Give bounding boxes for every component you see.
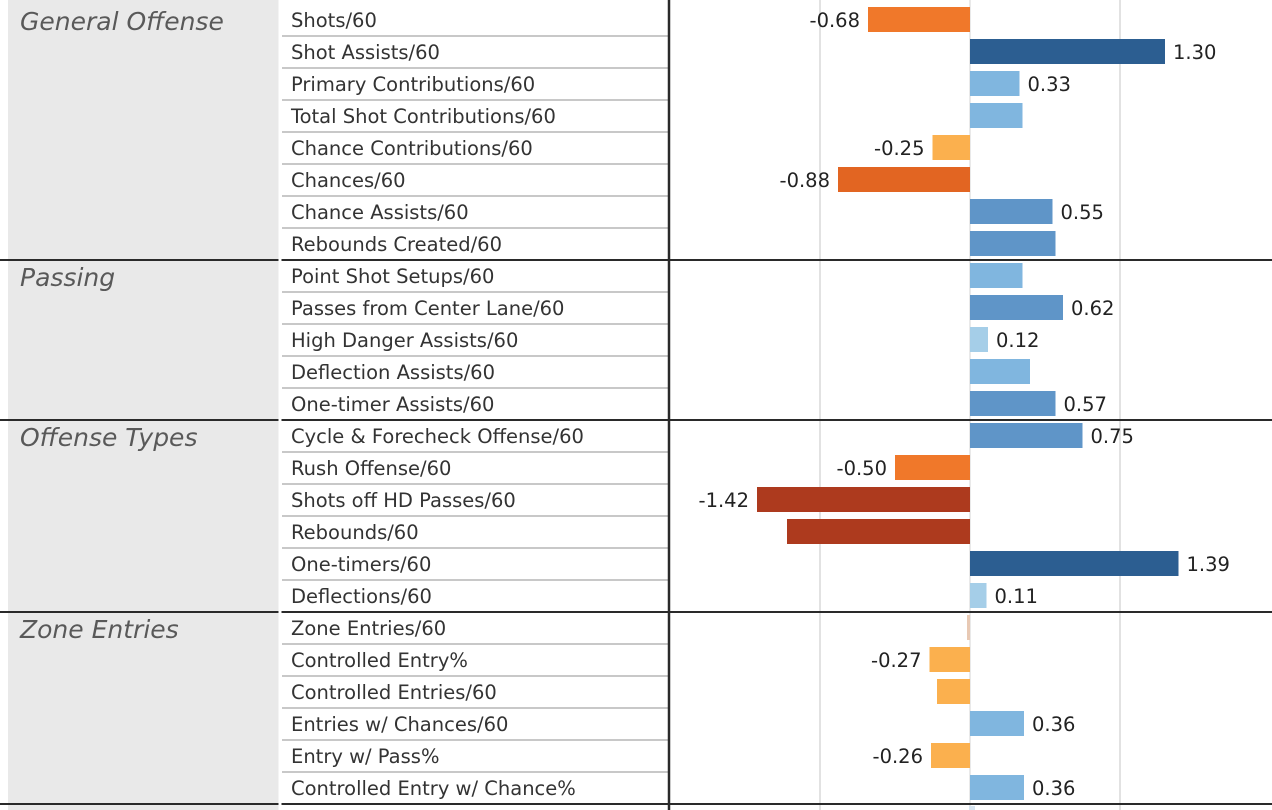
- data-label: -0.27: [871, 649, 921, 672]
- data-label: 0.12: [996, 329, 1039, 352]
- bar: [970, 775, 1024, 800]
- bar: [970, 551, 1179, 576]
- category-label: General Offense: [20, 7, 224, 36]
- metric-label: Rebounds Created/60: [291, 233, 502, 256]
- bar: [970, 231, 1056, 256]
- bar: [967, 615, 970, 640]
- bar: [787, 519, 970, 544]
- data-label: -1.42: [699, 489, 749, 512]
- metric-label: Point Shot Setups/60: [291, 265, 494, 288]
- metric-label: Rebounds/60: [291, 521, 419, 544]
- bar: [929, 647, 970, 672]
- data-label: 0.33: [1028, 73, 1071, 96]
- data-label: 1.30: [1173, 41, 1216, 64]
- data-label: -0.68: [810, 9, 860, 32]
- data-label: 0.75: [1091, 425, 1134, 448]
- data-label: -0.50: [837, 457, 887, 480]
- data-label: 0.57: [1064, 393, 1107, 416]
- bar: [838, 167, 970, 192]
- bar: [868, 7, 970, 32]
- metric-label: Controlled Entries/60: [291, 681, 497, 704]
- bar: [970, 39, 1165, 64]
- metric-label: Shot Assists/60: [291, 41, 440, 64]
- metric-label: Chances/60: [291, 169, 406, 192]
- data-label: 1.39: [1187, 553, 1230, 576]
- data-label: 0.62: [1071, 297, 1114, 320]
- bar: [970, 711, 1024, 736]
- metric-label: Controlled Entry%: [291, 649, 468, 672]
- metric-label: Zone Entries/60: [291, 617, 446, 640]
- metric-label: Primary Contributions/60: [291, 73, 535, 96]
- bar: [970, 103, 1023, 128]
- bar: [970, 71, 1020, 96]
- data-label: 0.36: [1032, 777, 1075, 800]
- data-label: -0.88: [780, 169, 830, 192]
- bar: [970, 583, 987, 608]
- metric-label: One-timers/60: [291, 553, 431, 576]
- metric-label: Total Shot Contributions/60: [290, 105, 556, 128]
- metric-label: Shots/60: [291, 9, 377, 32]
- metric-label: Shots off HD Passes/60: [291, 489, 516, 512]
- partial-bar: [969, 806, 975, 810]
- bar: [970, 199, 1053, 224]
- data-label: 0.36: [1032, 713, 1075, 736]
- metric-label: Chance Assists/60: [291, 201, 469, 224]
- metric-label: Passes from Center Lane/60: [291, 297, 564, 320]
- data-label: -0.26: [873, 745, 923, 768]
- category-label: Passing: [20, 263, 115, 292]
- category-label: Zone Entries: [19, 615, 179, 644]
- bar: [757, 487, 970, 512]
- bar: [970, 359, 1030, 384]
- metric-label: Entry w/ Pass%: [291, 745, 439, 768]
- metric-label: High Danger Assists/60: [291, 329, 518, 352]
- bar: [932, 135, 970, 160]
- data-label: -0.25: [874, 137, 924, 160]
- bar: [970, 295, 1063, 320]
- metric-label: Controlled Entry w/ Chance%: [291, 777, 576, 800]
- bar: [931, 743, 970, 768]
- category-label: Offense Types: [20, 423, 197, 452]
- category-column-bg: [8, 0, 280, 810]
- metric-label: One-timer Assists/60: [291, 393, 494, 416]
- metric-label: Deflection Assists/60: [291, 361, 495, 384]
- metric-column-bg: [282, 0, 668, 810]
- bar: [970, 327, 988, 352]
- metric-label: Entries w/ Chances/60: [291, 713, 508, 736]
- metric-label: Deflections/60: [291, 585, 432, 608]
- data-label: 0.11: [995, 585, 1038, 608]
- metric-label: Cycle & Forecheck Offense/60: [291, 425, 584, 448]
- data-label: 0.55: [1061, 201, 1104, 224]
- bar: [970, 423, 1083, 448]
- bar: [895, 455, 970, 480]
- bar: [970, 263, 1023, 288]
- metric-label: Rush Offense/60: [291, 457, 451, 480]
- bar: [937, 679, 970, 704]
- bar: [970, 391, 1056, 416]
- metric-label: Chance Contributions/60: [291, 137, 533, 160]
